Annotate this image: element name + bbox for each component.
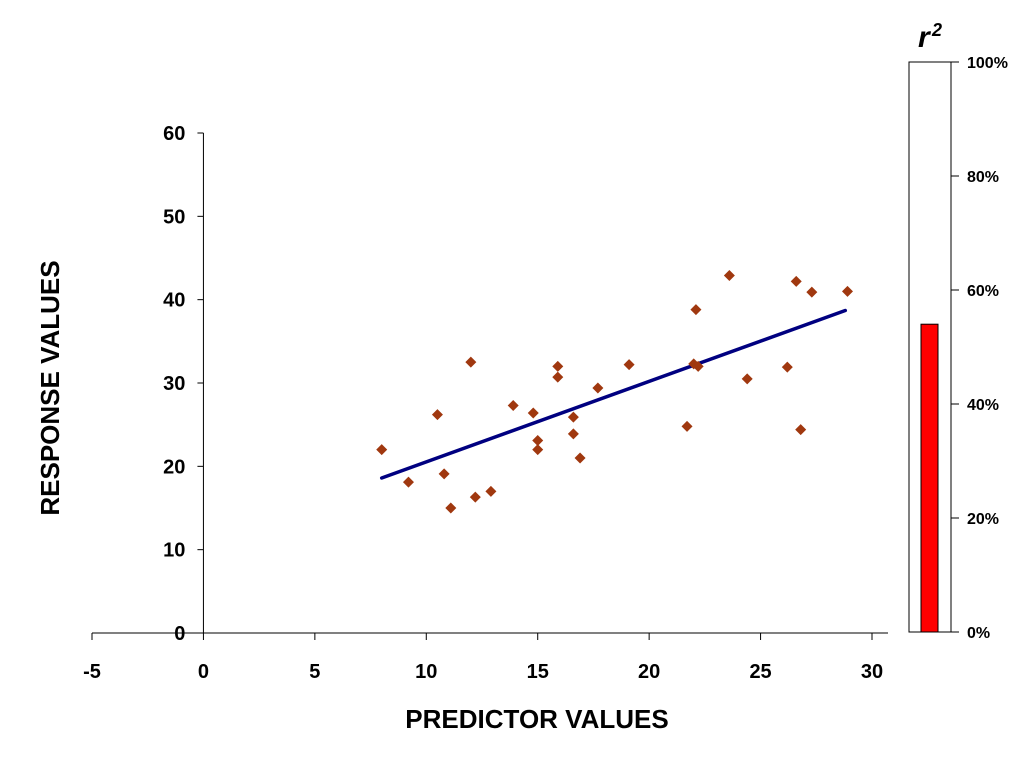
data-point	[795, 424, 807, 436]
y-tick-label: 10	[163, 540, 185, 562]
data-point	[623, 359, 635, 371]
y-tick-label: 40	[163, 290, 185, 312]
y-tick-label: 30	[163, 373, 185, 395]
data-point	[532, 435, 544, 446]
data-point	[567, 411, 579, 423]
data-point	[567, 428, 579, 440]
data-point	[402, 476, 414, 488]
x-tick-label: -5	[83, 661, 101, 683]
r2-tick-label: 100%	[967, 55, 1008, 72]
data-point	[552, 360, 564, 372]
data-point	[552, 371, 564, 383]
data-point	[690, 304, 702, 316]
r2-title: r	[918, 21, 932, 54]
x-tick-label: 10	[415, 661, 437, 683]
data-point	[681, 420, 693, 432]
x-tick-label: 5	[309, 661, 320, 683]
x-tick-label: 15	[527, 661, 549, 683]
r2-title-superscript: 2	[931, 20, 942, 40]
y-tick-label: 60	[163, 123, 185, 145]
data-point	[445, 502, 457, 514]
data-point	[723, 270, 735, 281]
x-tick-label: 0	[198, 661, 209, 683]
x-axis-title: PREDICTOR VALUES	[405, 704, 668, 734]
data-point	[532, 444, 544, 456]
x-tick-label: 30	[861, 661, 883, 683]
data-point	[431, 409, 443, 421]
r2-tick-label: 20%	[967, 511, 999, 528]
r2-tick-label: 0%	[967, 625, 990, 642]
data-point	[574, 452, 586, 464]
data-point	[465, 356, 477, 368]
x-tick-label: 20	[638, 661, 660, 683]
data-point	[438, 468, 450, 480]
r2-tick-label: 60%	[967, 283, 999, 300]
x-tick-label: 25	[749, 661, 771, 683]
y-tick-label: 0	[174, 623, 185, 645]
r2-bar	[920, 323, 939, 633]
y-tick-label: 20	[163, 456, 185, 478]
data-point	[376, 444, 388, 456]
r2-tick-label: 80%	[967, 169, 999, 186]
data-point	[841, 285, 853, 297]
data-point	[592, 382, 604, 394]
data-point	[781, 361, 793, 373]
data-point	[527, 407, 539, 419]
data-point	[806, 286, 818, 298]
y-tick-label: 50	[163, 206, 185, 228]
trendline	[379, 308, 848, 480]
data-point	[507, 400, 519, 411]
data-point	[790, 275, 802, 287]
data-point	[741, 373, 753, 385]
data-point	[692, 360, 704, 372]
y-axis-title: RESPONSE VALUES	[35, 260, 65, 515]
data-point	[485, 485, 497, 497]
data-point	[469, 491, 481, 503]
r2-tick-label: 40%	[967, 397, 999, 414]
